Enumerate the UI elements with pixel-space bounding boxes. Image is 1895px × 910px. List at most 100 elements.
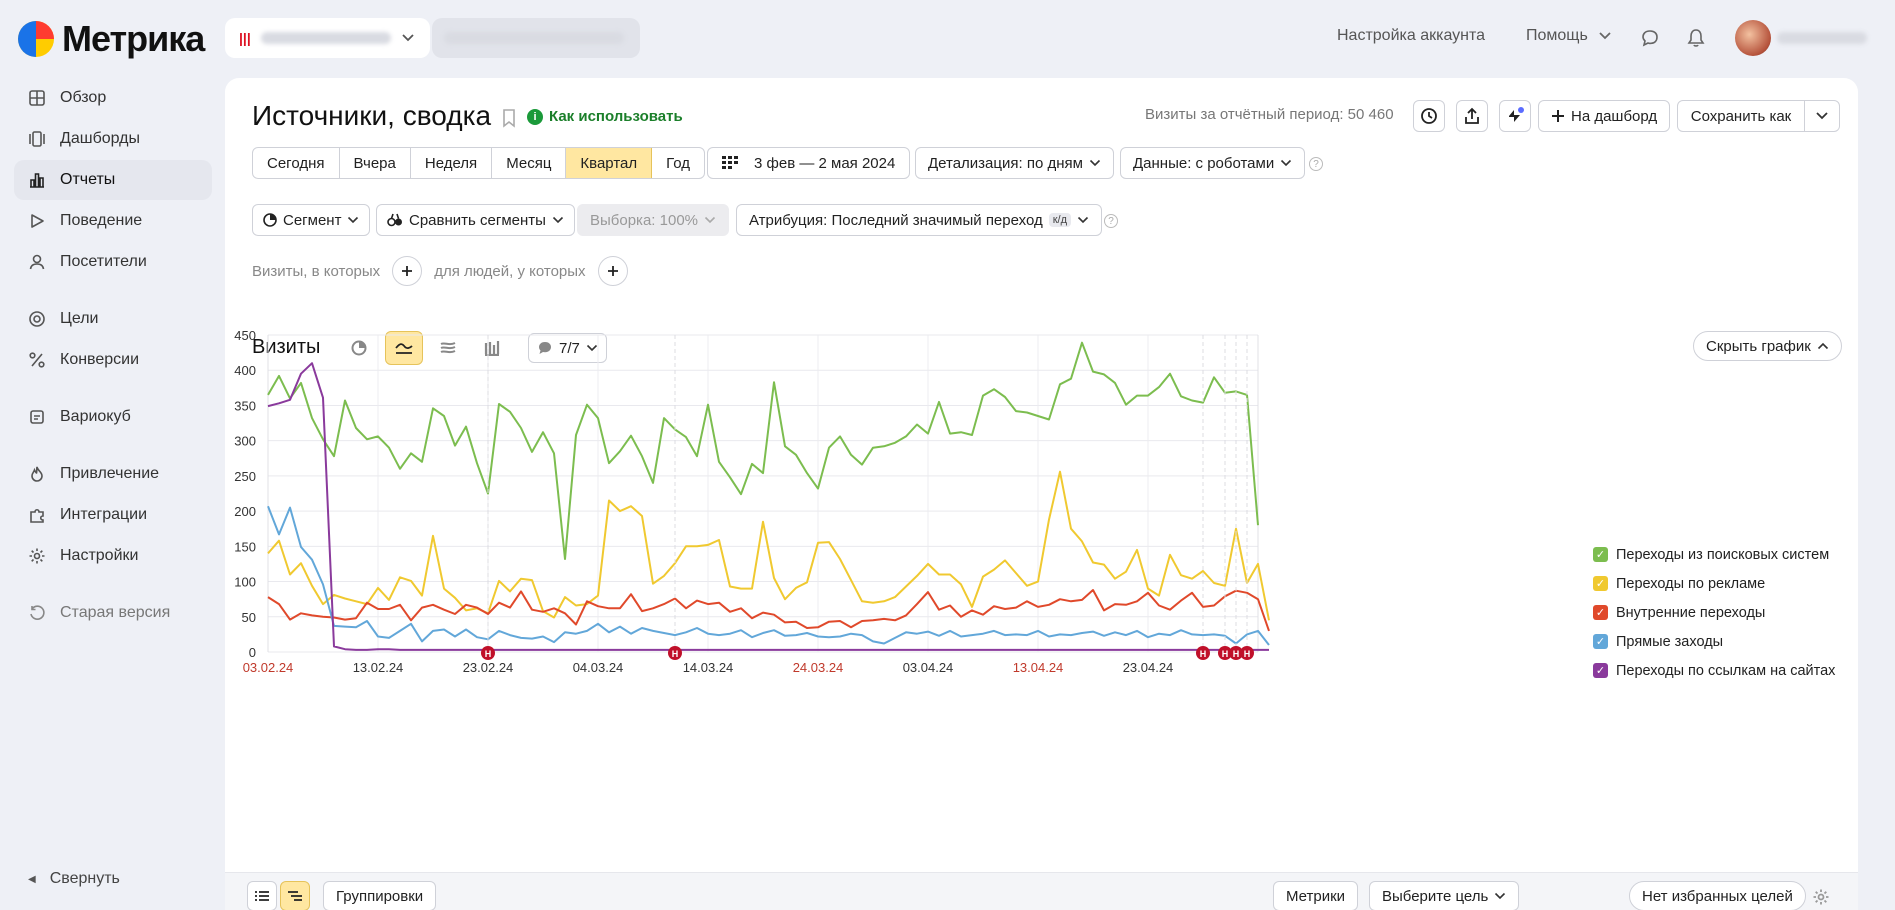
- hide-graph-button[interactable]: Скрыть график: [1693, 331, 1842, 361]
- legend-item[interactable]: ✓ Переходы по рекламе: [1593, 569, 1835, 598]
- chart-type-area[interactable]: [429, 331, 467, 365]
- logo-text: Метрика: [62, 18, 205, 59]
- bell-icon[interactable]: [1684, 26, 1708, 50]
- series-line-3: [267, 505, 1270, 646]
- legend-checkbox[interactable]: ✓: [1593, 576, 1608, 591]
- cube-icon: [30, 410, 44, 424]
- x-tick-label: 13.02.24: [353, 660, 404, 675]
- sidebar-item-dashboards[interactable]: Дашборды: [14, 119, 212, 159]
- help-icon[interactable]: ?: [1104, 214, 1118, 228]
- sidebar-item-acquisition[interactable]: Привлечение: [14, 454, 212, 494]
- tree-view-button[interactable]: [280, 881, 310, 910]
- gear-icon: [1813, 889, 1829, 905]
- legend-checkbox[interactable]: ✓: [1593, 547, 1608, 562]
- counter-select[interactable]: |||: [225, 18, 430, 58]
- help-menu[interactable]: Помощь: [1526, 27, 1612, 45]
- legend-checkbox[interactable]: ✓: [1593, 663, 1608, 678]
- period-week[interactable]: Неделя: [411, 148, 493, 178]
- bar-chart-icon: [30, 173, 44, 188]
- list-view-button[interactable]: [247, 881, 277, 910]
- x-tick-label: 23.04.24: [1123, 660, 1174, 675]
- note-marker-label: Н: [672, 649, 679, 659]
- chevron-down-icon: [704, 216, 716, 224]
- sidebar-item-settings[interactable]: Настройки: [14, 536, 212, 576]
- sidebar-item-integrations[interactable]: Интеграции: [14, 495, 212, 535]
- data-select[interactable]: Данные: с роботами: [1120, 147, 1306, 179]
- legend-item[interactable]: ✓ Переходы по ссылкам на сайтах: [1593, 656, 1835, 685]
- sidebar-item-variocube[interactable]: Вариокуб: [14, 397, 212, 437]
- chart-type-bar[interactable]: [473, 331, 511, 365]
- chart-type-line[interactable]: [385, 331, 423, 365]
- y-tick-label: 400: [234, 363, 256, 378]
- detail-select[interactable]: Детализация: по дням: [915, 147, 1114, 179]
- notes-button[interactable]: 7/7: [528, 333, 607, 363]
- period-today[interactable]: Сегодня: [253, 148, 340, 178]
- bookmark-icon[interactable]: [501, 108, 517, 128]
- y-tick-label: 200: [234, 504, 256, 519]
- username-blurred: [1777, 32, 1867, 44]
- account-settings-link[interactable]: Настройка аккаунта: [1337, 27, 1486, 44]
- sidebar-item-label: Настройки: [60, 547, 139, 564]
- add-to-dashboard-button[interactable]: На дашборд: [1538, 100, 1671, 132]
- visits-line-chart: 0 50 100 150 200 250 300 350 400 450 03.02.24 13.02…: [234, 328, 1270, 675]
- period-month[interactable]: Месяц: [492, 148, 567, 178]
- note-marker: [1229, 646, 1243, 660]
- legend-item[interactable]: ✓ Прямые заходы: [1593, 627, 1835, 656]
- chart-type-pie[interactable]: [340, 331, 378, 365]
- legend-item[interactable]: ✓ Внутренние переходы: [1593, 598, 1835, 627]
- attribution-select[interactable]: Атрибуция: Последний значимый переход к/…: [736, 204, 1103, 236]
- y-tick-label: 450: [234, 328, 256, 343]
- history-button[interactable]: [1413, 100, 1445, 132]
- add-people-condition-button[interactable]: [597, 256, 628, 286]
- grid-icon: [29, 90, 45, 106]
- sidebar-item-label: Обзор: [60, 89, 107, 106]
- save-as-button[interactable]: Сохранить как: [1677, 100, 1805, 132]
- line-chart-icon: [395, 343, 413, 354]
- chevron-down-icon: [1281, 159, 1292, 167]
- note-marker-label: Н: [1244, 649, 1251, 659]
- legend-label: Переходы из поисковых систем: [1616, 546, 1830, 563]
- ai-assistant-button[interactable]: [1499, 100, 1531, 132]
- plus-icon: [1552, 110, 1564, 122]
- sidebar-item-conversions[interactable]: Конверсии: [14, 340, 212, 380]
- export-button[interactable]: [1456, 100, 1488, 132]
- y-tick-label: 100: [234, 575, 256, 590]
- sample-select[interactable]: Выборка: 100%: [577, 204, 729, 236]
- legend-item[interactable]: ✓ Переходы из поисковых систем: [1593, 540, 1835, 569]
- save-as-dropdown[interactable]: [1804, 100, 1840, 132]
- caret-left-icon: ◀: [28, 873, 36, 885]
- chevron-down-icon: [1599, 32, 1611, 40]
- help-icon[interactable]: ?: [1309, 157, 1323, 171]
- groupings-button[interactable]: Группировки: [323, 881, 437, 910]
- series-line-1: [267, 470, 1270, 621]
- legend-checkbox[interactable]: ✓: [1593, 634, 1608, 649]
- sidebar-item-reports[interactable]: Отчеты: [14, 160, 212, 200]
- chat-icon[interactable]: [1638, 26, 1662, 50]
- sidebar-item-overview[interactable]: Обзор: [14, 78, 212, 118]
- compare-segments-button[interactable]: Сравнить сегменты: [376, 204, 575, 236]
- choose-goal-select[interactable]: Выберите цель: [1369, 881, 1520, 910]
- sidebar-item-old-version[interactable]: Старая версия: [14, 593, 212, 633]
- metrika-logo[interactable]: Метрика: [18, 18, 205, 60]
- add-visit-condition-button[interactable]: [392, 256, 423, 286]
- sidebar-item-behavior[interactable]: Поведение: [14, 201, 212, 241]
- period-quarter[interactable]: Квартал: [566, 148, 653, 178]
- metrics-button[interactable]: Метрики: [1273, 881, 1359, 910]
- period-year[interactable]: Год: [666, 154, 691, 172]
- collapse-sidebar-button[interactable]: ◀ Свернуть: [28, 870, 120, 888]
- sample-label: Выборка: 100%: [590, 211, 698, 229]
- segment-button[interactable]: Сегмент: [252, 204, 371, 236]
- sidebar-item-goals[interactable]: Цели: [14, 299, 212, 339]
- period-yesterday[interactable]: Вчера: [340, 148, 411, 178]
- favorite-goals-button[interactable]: Нет избранных целей: [1629, 881, 1806, 910]
- people-where-label: для людей, у которых: [434, 262, 586, 280]
- avatar[interactable]: [1735, 20, 1771, 56]
- sidebar-item-label: Вариокуб: [60, 408, 131, 425]
- date-range-picker[interactable]: 3 фев — 2 мая 2024: [707, 147, 911, 179]
- table-settings-gear[interactable]: [1809, 885, 1833, 909]
- hide-graph-label: Скрыть график: [1706, 337, 1811, 355]
- sidebar-item-visitors[interactable]: Посетители: [14, 242, 212, 282]
- legend-checkbox[interactable]: ✓: [1593, 605, 1608, 620]
- bottom-toolbar: Группировки Метрики Выберите цель Нет из…: [225, 872, 1858, 910]
- how-to-use-link[interactable]: i Как использовать: [527, 108, 683, 125]
